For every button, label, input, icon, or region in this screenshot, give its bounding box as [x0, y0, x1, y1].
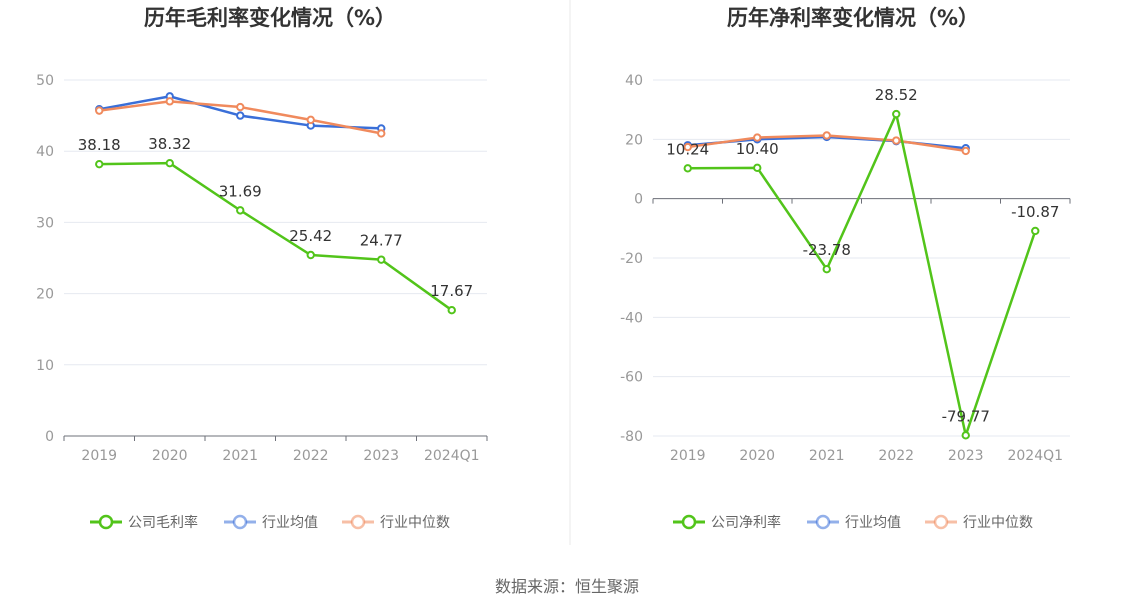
- data-point: [95, 159, 104, 169]
- legend-marker: [681, 514, 697, 530]
- data-point: [753, 163, 762, 173]
- data-point: [236, 102, 245, 112]
- data-point: [753, 133, 762, 142]
- data-point: [165, 97, 174, 106]
- data-point: [236, 111, 245, 120]
- y-tick-label: -60: [620, 370, 643, 386]
- y-tick-label: 50: [36, 73, 54, 89]
- data-point: [95, 106, 104, 115]
- y-tick-label: 20: [625, 132, 643, 148]
- y-tick-label: -40: [620, 310, 643, 326]
- legend-marker: [350, 514, 366, 530]
- data-point: [377, 129, 386, 138]
- x-tick-label: 2023: [948, 448, 984, 464]
- y-tick-label: -20: [620, 251, 643, 267]
- x-tick-label: 2022: [293, 448, 329, 464]
- legend-label: 行业均值: [262, 515, 318, 531]
- legend-marker: [98, 514, 114, 530]
- x-tick-label: 2020: [739, 448, 775, 464]
- legend-label: 公司毛利率: [128, 514, 198, 531]
- x-tick-label: 2021: [809, 448, 845, 464]
- data-label: 31.69: [219, 182, 262, 200]
- x-tick-label: 2023: [363, 448, 399, 464]
- legend-label: 行业中位数: [963, 515, 1033, 531]
- data-label: -79.77: [942, 407, 990, 425]
- y-tick-label: 20: [36, 287, 54, 303]
- data-point: [306, 250, 315, 260]
- chart-title: 历年毛利率变化情况（%）: [144, 6, 396, 30]
- series-line-1: [99, 161, 453, 312]
- data-point: [1031, 226, 1040, 236]
- data-label: 24.77: [360, 232, 403, 250]
- data-point: [236, 206, 245, 215]
- x-tick-label: 2019: [81, 448, 117, 464]
- chart-1: 历年毛利率变化情况（%） 0 10 20 30 40 50 2019 2020 2021 2022 2…: [36, 6, 488, 531]
- data-point: [683, 142, 692, 152]
- chart-2: 历年净利率变化情况（%） -80 -60 -40 -20 0 20 40 2019 2020 202…: [620, 6, 1071, 531]
- data-label: 25.42: [289, 227, 332, 245]
- data-point: [961, 146, 970, 156]
- data-point: [165, 158, 174, 168]
- x-tick-label: 2024Q1: [424, 448, 480, 464]
- x-tick-label: 2021: [222, 448, 258, 464]
- y-tick-label: 0: [45, 429, 54, 445]
- y-tick-label: 10: [36, 358, 54, 374]
- data-label: 38.32: [148, 135, 191, 153]
- data-label: 10.40: [736, 140, 779, 158]
- data-label: 10.24: [666, 140, 709, 158]
- data-point: [822, 265, 831, 274]
- y-tick-label: 40: [625, 73, 643, 89]
- data-point: [377, 255, 386, 264]
- legend-label: 行业均值: [845, 515, 901, 531]
- y-tick-label: 40: [36, 144, 54, 160]
- data-point: [306, 115, 315, 125]
- data-point: [892, 136, 901, 145]
- data-point: [447, 305, 456, 315]
- legend-marker: [232, 514, 248, 530]
- x-tick-label: 2020: [152, 448, 188, 464]
- x-tick-label: 2022: [878, 448, 914, 464]
- data-label: -10.87: [1011, 203, 1059, 221]
- data-label: 38.18: [78, 136, 121, 154]
- y-tick-label: 30: [36, 215, 54, 231]
- x-tick-label: 2019: [670, 448, 706, 464]
- chart-title: 历年净利率变化情况（%）: [727, 6, 979, 30]
- data-point: [892, 109, 901, 119]
- data-point: [683, 164, 692, 173]
- x-tick-label: 2024Q1: [1007, 448, 1063, 464]
- data-point: [822, 131, 831, 140]
- y-tick-label: -80: [620, 429, 643, 445]
- legend-label: 行业中位数: [380, 515, 450, 531]
- data-label: 17.67: [430, 282, 473, 300]
- legend-marker: [815, 514, 831, 530]
- data-label: 28.52: [875, 86, 918, 104]
- data-point: [961, 431, 970, 440]
- data-source: 数据来源：恒生聚源: [495, 577, 639, 596]
- legend-marker: [933, 514, 949, 530]
- y-tick-label: 0: [634, 192, 643, 208]
- data-label: -23.78: [803, 241, 851, 259]
- legend-label: 公司净利率: [711, 514, 781, 531]
- series-line-1: [687, 112, 1037, 437]
